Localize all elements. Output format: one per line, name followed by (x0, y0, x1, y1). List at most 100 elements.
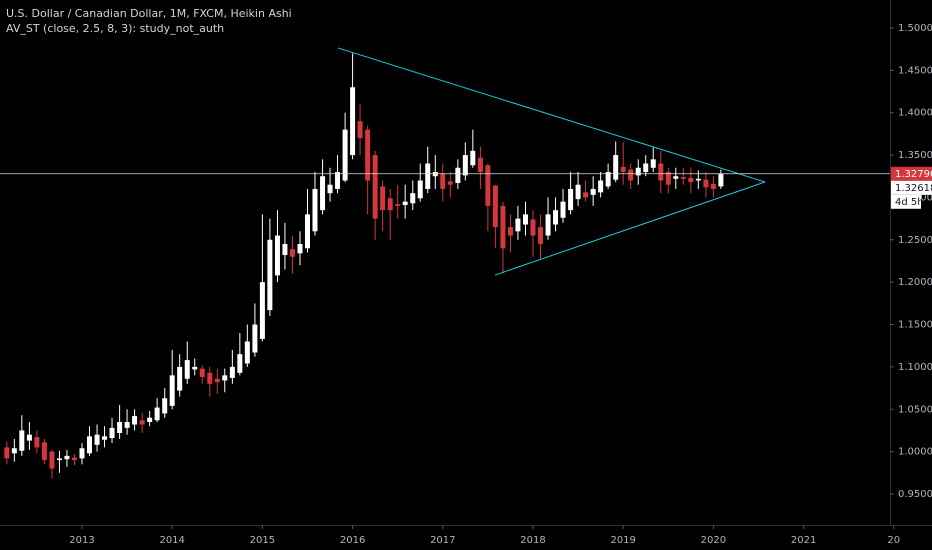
candle-body (680, 177, 686, 179)
close-price-box (891, 180, 932, 195)
candle-body (94, 434, 100, 445)
candle-body (304, 214, 310, 249)
candle-body (537, 227, 543, 245)
last-price-label: 1.32790 (895, 169, 932, 180)
y-tick-label: 1.25000 (898, 235, 932, 246)
candle-body (417, 180, 423, 199)
candle-body (207, 372, 213, 384)
y-tick-label: 1.40000 (898, 108, 932, 119)
candle-body (575, 184, 581, 200)
y-tick-label: 1.15000 (898, 320, 932, 331)
chart-title: U.S. Dollar / Canadian Dollar, 1M, FXCM,… (6, 7, 292, 20)
last-price-box (891, 166, 932, 181)
y-tick-label: 1.00000 (898, 447, 932, 458)
candle-body (267, 239, 273, 311)
candle-body (695, 178, 701, 181)
candle-body (26, 434, 32, 441)
x-tick-label: 20 (887, 535, 900, 546)
candle-body (11, 448, 17, 454)
candle-body (199, 368, 205, 378)
candle-body (477, 157, 483, 173)
candle-body (79, 448, 85, 459)
candle-body (380, 186, 386, 211)
candle-body (643, 163, 649, 173)
candle-body (117, 421, 123, 433)
candle-body (222, 375, 228, 381)
candle-body (72, 457, 78, 461)
x-tick-label: 2021 (791, 535, 816, 546)
candle-body (259, 282, 265, 339)
y-tick-label: 1.10000 (898, 362, 932, 373)
candle-body (162, 398, 168, 414)
candle-body (56, 458, 62, 461)
x-tick-label: 2016 (340, 535, 365, 546)
candle-body (583, 192, 589, 198)
candle-body (410, 193, 416, 204)
close-price-label: 1.32618 (895, 183, 932, 194)
candle-body (282, 244, 288, 256)
candle-body (192, 366, 198, 370)
candle-body (658, 163, 664, 181)
candle-body (447, 181, 453, 185)
candle-body (673, 176, 679, 179)
candle-body (455, 167, 461, 184)
candle-body (568, 188, 574, 211)
candle-body (147, 417, 153, 422)
candle-body (372, 155, 378, 219)
candle-body (620, 166, 626, 173)
candle-body (492, 185, 498, 228)
candle-body (34, 437, 40, 448)
candle-body (274, 235, 280, 276)
candle-body (395, 204, 401, 206)
candle-body (650, 159, 656, 168)
candle-body (139, 420, 145, 425)
candle-body (297, 244, 303, 254)
candle-body (515, 218, 521, 232)
candle-body (327, 184, 333, 194)
candle-body (635, 167, 641, 176)
candle-body (545, 214, 551, 236)
candle-body (628, 169, 634, 181)
candle-body (214, 378, 220, 383)
candle-body (320, 176, 326, 211)
x-tick-label: 2018 (520, 535, 545, 546)
candle-body (237, 354, 243, 373)
candle-body (387, 198, 393, 211)
candle-body (109, 427, 115, 439)
x-tick-label: 2015 (250, 535, 275, 546)
candle-body (229, 366, 235, 378)
y-tick-label: 1.05000 (898, 404, 932, 415)
candle-body (688, 177, 694, 183)
x-tick-label: 2019 (610, 535, 635, 546)
candle-body (462, 155, 468, 176)
candle-body (177, 366, 183, 391)
candle-body (335, 172, 341, 189)
x-tick-label: 2017 (430, 535, 455, 546)
candle-body (4, 447, 10, 459)
y-tick-label: 1.20000 (898, 277, 932, 288)
x-tick-label: 2014 (159, 535, 184, 546)
candle-body (252, 324, 258, 353)
candle-body (64, 455, 70, 460)
y-tick-label: 1.35000 (898, 150, 932, 161)
candle-body (132, 416, 138, 425)
candle-body (357, 121, 363, 139)
candle-body (402, 201, 408, 206)
candle-body (440, 173, 446, 189)
candle-body (19, 430, 25, 451)
candle-body (530, 219, 536, 236)
candle-body (184, 360, 190, 379)
countdown-label: 4d 5h (895, 197, 924, 208)
candle-body (718, 173, 724, 187)
candle-body (470, 150, 476, 166)
candle-body (342, 129, 348, 181)
candle-body (102, 436, 108, 440)
candle-body (365, 129, 371, 181)
candle-body (425, 163, 431, 189)
candle-body (312, 188, 318, 232)
candle-body (703, 179, 709, 188)
trendline (494, 181, 766, 276)
candle-body (590, 188, 596, 195)
